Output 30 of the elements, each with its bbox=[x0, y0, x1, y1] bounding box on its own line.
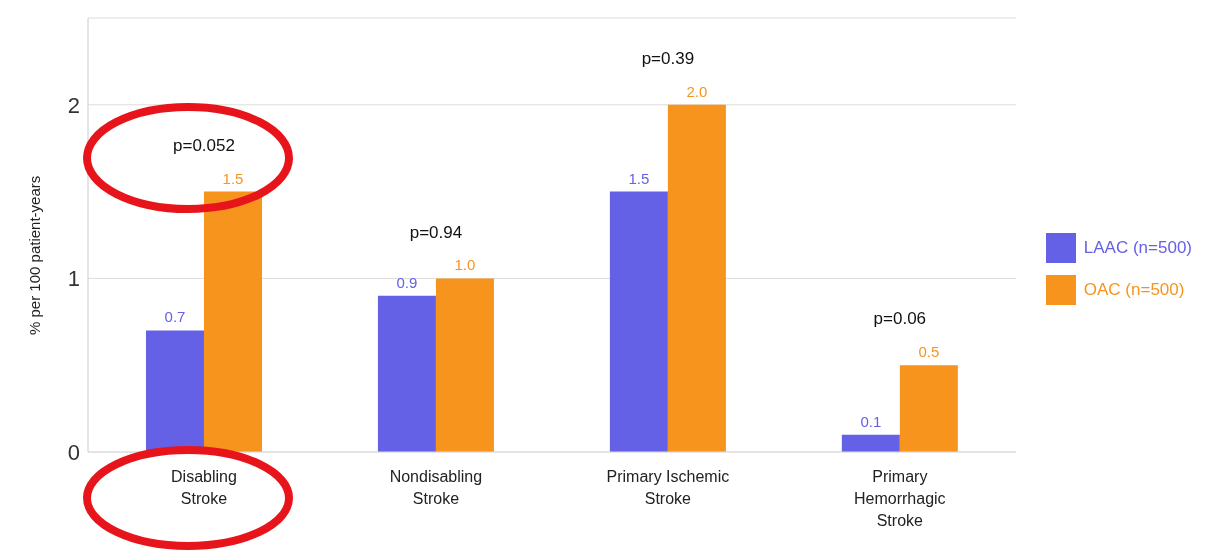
data-label: 2.0 bbox=[686, 82, 708, 100]
annotation: p=0.94 bbox=[409, 222, 463, 242]
bar bbox=[899, 365, 958, 452]
x-tick-label: Nondisabling Stroke bbox=[389, 468, 483, 507]
x-tick-label: Primary Hemorrhagic Stroke bbox=[854, 468, 946, 529]
annotation: p=0.06 bbox=[873, 309, 927, 329]
bar bbox=[841, 434, 900, 452]
bar bbox=[377, 295, 436, 452]
data-label: 0.7 bbox=[164, 308, 186, 326]
legend-label: OAC (n=500) bbox=[1083, 280, 1185, 300]
bar bbox=[203, 191, 262, 452]
y-tick-label: 0 bbox=[67, 439, 80, 465]
data-label: 1.5 bbox=[628, 169, 650, 187]
annotation: p=0.39 bbox=[641, 48, 695, 68]
x-tick-label: Primary Ischemic Stroke bbox=[606, 468, 730, 507]
bar bbox=[435, 278, 494, 452]
y-axis-title: % per 100 patient-years bbox=[26, 175, 44, 335]
data-label: 0.5 bbox=[918, 343, 940, 361]
data-label: 1.0 bbox=[454, 256, 476, 274]
bar bbox=[667, 104, 726, 452]
bar bbox=[145, 330, 204, 452]
y-tick-label: 1 bbox=[67, 266, 80, 292]
y-tick-label: 2 bbox=[67, 92, 80, 118]
data-label: 0.9 bbox=[396, 273, 418, 291]
x-tick-label: Disabling Stroke bbox=[171, 468, 237, 507]
data-label: 0.1 bbox=[860, 412, 882, 430]
legend-label: LAAC (n=500) bbox=[1083, 238, 1192, 258]
bar bbox=[609, 191, 668, 452]
annotation: p=0.052 bbox=[173, 135, 235, 155]
data-label: 1.5 bbox=[222, 169, 244, 187]
